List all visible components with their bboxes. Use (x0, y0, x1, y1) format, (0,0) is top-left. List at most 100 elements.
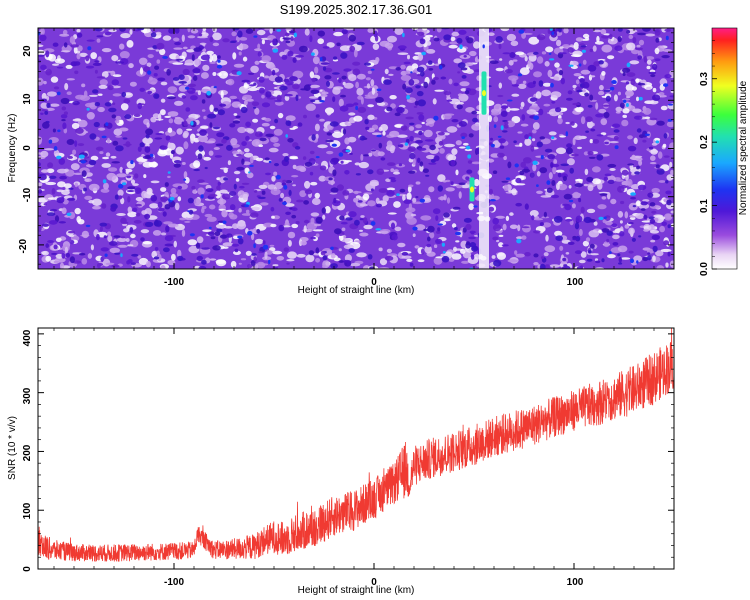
spectrogram-light-cell (236, 222, 247, 230)
spectrogram-dark-cell (585, 130, 589, 133)
spectrogram-light-cell (654, 47, 660, 55)
spectrogram-dark-cell (452, 206, 461, 210)
spectrogram-light-cell (556, 39, 562, 47)
spectrogram-dark-cell (326, 80, 330, 87)
spectrogram-dark-cell (261, 102, 271, 108)
spectrogram-peak-cell (222, 220, 227, 224)
spectrogram-dark-cell (532, 80, 537, 85)
spectrogram-light-cell (355, 81, 359, 89)
spectrogram-light-cell (594, 258, 599, 262)
spectrogram-dark-cell (663, 133, 668, 139)
spectrogram-dark-cell (443, 91, 452, 96)
spectrogram-peak-cell (376, 88, 382, 92)
spectrogram-light-cell (212, 72, 217, 76)
spectrogram-dark-cell (649, 117, 658, 121)
spectrogram-light-cell (443, 113, 455, 116)
spectrogram-dark-cell (643, 55, 648, 63)
spectrogram-light-cell (322, 214, 326, 220)
spectrogram-dark-cell (53, 86, 60, 90)
spectrogram-dark-cell (606, 238, 610, 243)
spectrogram-dark-cell (539, 136, 546, 140)
spectrogram-light-cell (327, 180, 336, 185)
spectrogram-dark-cell (415, 139, 423, 144)
spectrogram-light-cell (426, 49, 436, 54)
spectrogram-dark-cell (466, 241, 470, 246)
spectrogram-light-cell (273, 128, 283, 136)
spectrogram-dark-cell (65, 252, 71, 258)
spectrogram-dark-cell (122, 137, 128, 140)
spectrogram-dark-cell (425, 174, 430, 177)
spectrogram-light-cell (568, 185, 572, 189)
spectrogram-light-cell (74, 182, 79, 188)
spectrogram-dark-cell (165, 135, 171, 141)
spectrogram-peak-cell (550, 82, 554, 88)
spectrogram-light-cell (455, 169, 459, 176)
spectrogram-light-cell (412, 79, 420, 84)
spectrogram-dark-cell (429, 144, 436, 151)
spectrogram-dark-cell (565, 218, 573, 222)
spectrogram-light-cell (608, 141, 619, 144)
spectrogram-light-cell (554, 62, 560, 68)
spectrogram-light-cell (606, 192, 611, 200)
spectrogram-light-cell (520, 101, 525, 108)
spectrogram-light-cell (66, 78, 76, 81)
spectrogram-dark-cell (571, 153, 579, 157)
spectrogram-light-cell (219, 167, 229, 170)
spectrogram-light-cell (233, 170, 241, 175)
spectrogram-dark-cell (322, 66, 327, 71)
spectrogram-light-cell (115, 115, 122, 121)
spectrogram-light-cell (105, 152, 111, 157)
spectrogram-dark-cell (530, 145, 535, 152)
spectrogram-light-cell (287, 240, 292, 247)
spectrogram-dark-cell (376, 203, 382, 208)
spectrogram-dark-cell (233, 99, 240, 102)
spectrogram-light-cell (202, 229, 212, 232)
spectrogram-peak-cell (644, 133, 650, 136)
spectrogram-light-cell (197, 135, 208, 143)
spectrogram-light-cell (582, 59, 587, 65)
spectrogram-light-cell (354, 162, 361, 166)
spectrogram-light-cell (511, 116, 521, 124)
spectrogram-dark-cell (38, 225, 42, 232)
spectrogram-light-cell (326, 150, 334, 155)
spectrogram-dark-cell (245, 121, 252, 128)
spectrogram-light-cell (553, 76, 560, 81)
spectrogram-dark-cell (303, 200, 309, 205)
spectrogram-dark-cell (458, 29, 467, 35)
spectrogram-light-cell (597, 204, 607, 210)
spectrogram-light-cell (209, 104, 214, 113)
spectrogram-dark-cell (111, 79, 120, 86)
spectrogram-dark-cell (295, 54, 305, 58)
spectrogram-dark-cell (431, 79, 436, 85)
spectrogram-dark-cell (468, 236, 476, 240)
spectrogram-light-cell (412, 157, 416, 166)
spectrogram-light-cell (469, 50, 477, 57)
spectrogram-light-cell (202, 28, 207, 31)
spectrogram-dark-cell (94, 69, 98, 74)
spectrogram-peak-cell (489, 199, 496, 202)
spectrogram-light-cell (338, 248, 342, 252)
spectrogram-light-cell (76, 216, 81, 223)
spectrogram-dark-cell (198, 145, 204, 152)
spectrogram-dark-cell (164, 182, 169, 187)
spectrogram-dark-cell (403, 199, 412, 204)
spectrogram-dark-cell (326, 132, 332, 136)
spectrogram-dark-cell (302, 156, 307, 161)
spectrogram-peak-cell (86, 107, 90, 111)
spectrogram-light-cell (258, 184, 268, 189)
top-x-axis-label: Height of straight line (km) (298, 285, 415, 296)
spectrogram-dark-cell (407, 146, 416, 152)
spectrogram-light-cell (167, 127, 173, 133)
spectrogram-light-cell (186, 128, 193, 131)
spectrogram-light-cell (242, 56, 248, 62)
snr-line (38, 328, 674, 562)
spectrogram-dark-cell (139, 87, 145, 92)
spectrogram-light-cell (200, 125, 209, 129)
spectrogram-light-cell (264, 28, 270, 31)
spectrogram-light-cell (459, 81, 470, 87)
spectrogram-light-cell (184, 177, 190, 184)
spectrogram-light-cell (269, 28, 273, 34)
spectrogram-dark-cell (338, 260, 345, 263)
spectrogram-light-cell (400, 64, 406, 70)
spectrogram-light-cell (170, 187, 177, 195)
